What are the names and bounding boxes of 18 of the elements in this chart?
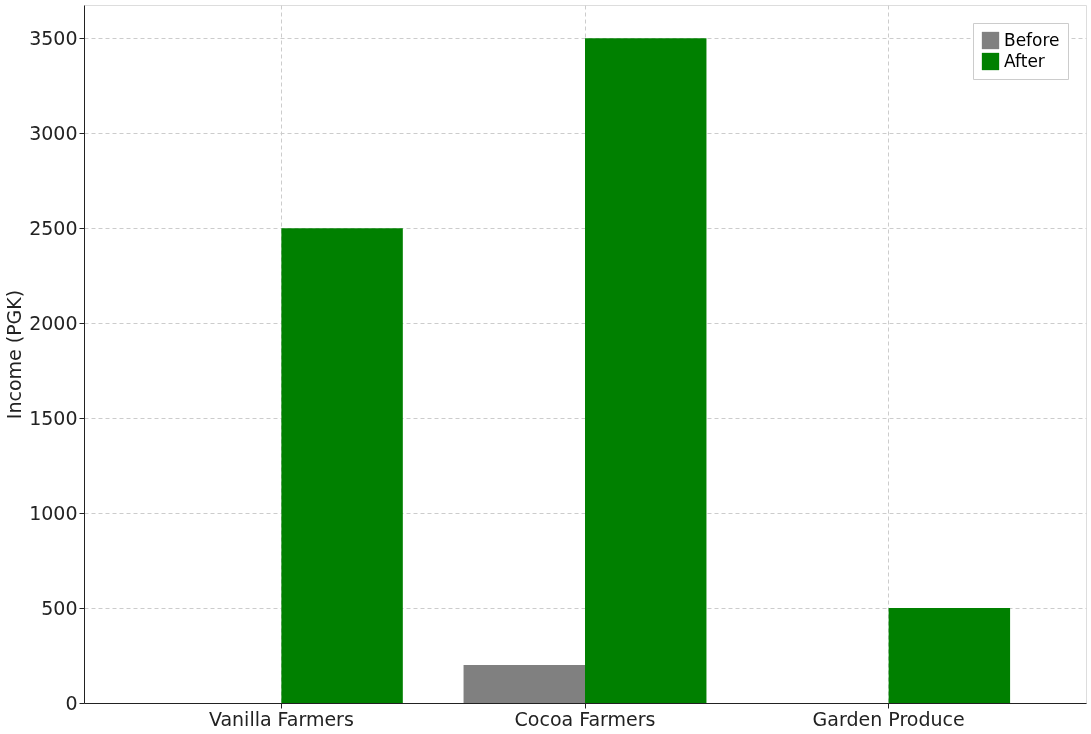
y-tick-label: 500 [41,596,78,619]
bar [463,665,585,703]
x-tick-label: Vanilla Farmers [208,707,354,730]
y-tick-label: 3000 [29,121,78,144]
bar [281,228,403,703]
x-tick-label: Cocoa Farmers [514,707,656,730]
y-axis-title: Income (PGK) [3,289,26,420]
legend-label: After [1004,50,1045,71]
y-tick-label: 3500 [29,26,78,49]
bar [888,608,1011,703]
y-tick-label: 2500 [29,216,78,239]
legend-label: Before [1004,29,1060,50]
y-tick-label: 2000 [29,311,78,334]
y-tick-label: 0 [65,691,78,714]
y-tick-label: 1500 [29,406,78,429]
x-tick-label: Garden Produce [812,707,965,730]
bar [585,38,707,703]
y-tick-label: 1000 [29,501,78,524]
